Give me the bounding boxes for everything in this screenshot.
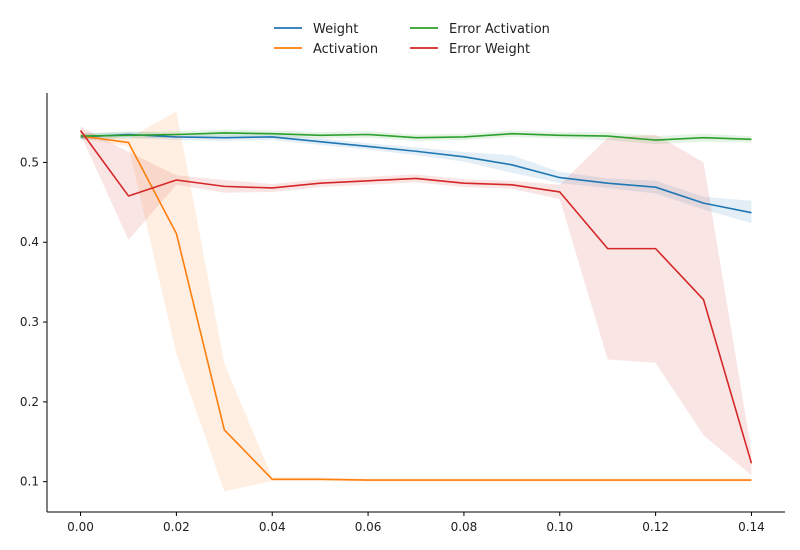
legend-label: Activation bbox=[313, 42, 378, 57]
y-tick-label: 0.5 bbox=[20, 155, 39, 169]
x-tick-label: 0.00 bbox=[67, 520, 94, 534]
error-weight-line bbox=[79, 130, 753, 464]
activation-line bbox=[80, 135, 752, 481]
legend-label: Weight bbox=[313, 22, 358, 37]
weight-band bbox=[80, 131, 752, 224]
y-tick-label: 0.2 bbox=[20, 395, 39, 409]
x-ticks: 0.00 0.02 0.04 0.06 0.08 0.10 0.12 0.14 bbox=[67, 512, 765, 534]
error-weight-band bbox=[80, 126, 752, 476]
legend: Weight Activation Error Activation Error We… bbox=[274, 22, 550, 57]
legend-item-weight: Weight bbox=[274, 22, 358, 37]
activation-band bbox=[80, 111, 752, 492]
x-tick-label: 0.04 bbox=[259, 520, 286, 534]
x-tick-label: 0.06 bbox=[355, 520, 382, 534]
x-tick-label: 0.12 bbox=[642, 520, 669, 534]
x-tick-label: 0.10 bbox=[546, 520, 573, 534]
legend-label: Error Activation bbox=[449, 22, 550, 37]
weight-line bbox=[80, 133, 752, 214]
x-tick-label: 0.02 bbox=[163, 520, 190, 534]
legend-item-activation: Activation bbox=[274, 42, 378, 57]
y-tick-label: 0.1 bbox=[20, 475, 39, 489]
legend-item-error-activation: Error Activation bbox=[410, 22, 550, 37]
series-lines bbox=[79, 130, 753, 481]
y-tick-label: 0.3 bbox=[20, 315, 39, 329]
confidence-bands bbox=[80, 111, 752, 492]
legend-label: Error Weight bbox=[449, 42, 530, 57]
error-activation-line bbox=[80, 132, 752, 141]
legend-item-error-weight: Error Weight bbox=[410, 42, 530, 57]
y-tick-label: 0.4 bbox=[20, 235, 39, 249]
y-ticks: 0.1 0.2 0.3 0.4 0.5 bbox=[20, 155, 47, 489]
x-tick-label: 0.08 bbox=[451, 520, 478, 534]
x-tick-label: 0.14 bbox=[738, 520, 765, 534]
